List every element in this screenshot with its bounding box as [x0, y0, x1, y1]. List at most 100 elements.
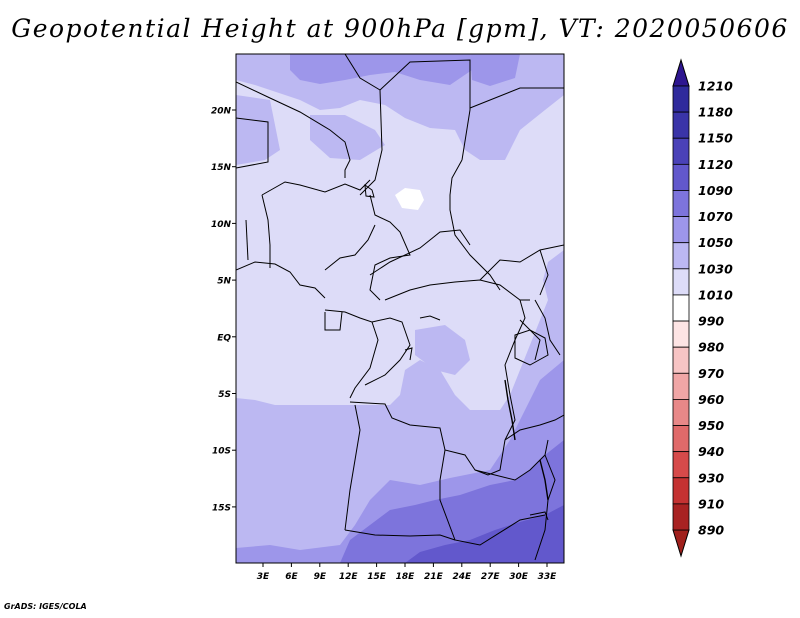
colorbar-swatch	[672, 137, 690, 165]
colorbar-swatch	[672, 451, 690, 479]
colorbar-label: 890	[698, 523, 724, 538]
software-credit: GrADS: IGES/COLA	[4, 602, 87, 611]
border-ss-east	[539, 249, 549, 296]
colorbar-swatch	[672, 477, 690, 505]
field-center-1030	[415, 325, 470, 375]
border-zambia-east	[474, 439, 549, 481]
lon-tick-label: 12E	[339, 572, 359, 582]
lon-tick-label: 18E	[396, 572, 416, 582]
colorbar-swatch	[672, 242, 690, 270]
colorbar-label: 930	[698, 470, 724, 485]
border-uganda	[519, 319, 541, 361]
colorbar-swatch	[672, 294, 690, 322]
border-angola-south	[344, 529, 456, 541]
colorbar-label: 1070	[698, 209, 733, 224]
lon-tick-label: 27E	[481, 572, 501, 582]
lat-tick-label: 5S	[218, 390, 231, 400]
colorbar-swatch	[672, 399, 690, 426]
colorbar-label: 1030	[698, 261, 733, 276]
border-lake-chad	[364, 183, 375, 198]
colorbar-label: 970	[698, 366, 724, 381]
colorbar-swatch	[672, 346, 690, 374]
lon-tick-label: 9E	[314, 572, 327, 582]
colorbar-swatch	[672, 163, 690, 191]
lat-tick-label: 10S	[212, 447, 231, 457]
lat-tick-label: 10N	[211, 220, 232, 230]
colorbar-label: 1180	[698, 105, 733, 120]
colorbar-label: 960	[698, 392, 724, 407]
border-misc-1	[419, 315, 441, 321]
colorbar-swatch	[672, 320, 690, 348]
border-togo	[245, 219, 249, 261]
border-gabon	[324, 309, 379, 399]
border-west-1	[236, 117, 269, 169]
colorbar-swatch	[672, 503, 690, 531]
border-tanzania	[504, 414, 564, 441]
lat-tick-label: 15S	[212, 503, 231, 513]
lat-tick-label: 15N	[211, 163, 232, 173]
colorbar-swatch	[672, 216, 690, 244]
height-field	[236, 54, 564, 563]
field-low-990	[395, 188, 424, 210]
border-car	[369, 229, 471, 276]
border-kenya	[534, 299, 561, 356]
field-north-1030b	[236, 95, 280, 165]
border-coast-west	[236, 261, 326, 299]
colorbar-label: 940	[698, 444, 724, 459]
colorbar-label: 1050	[698, 235, 733, 250]
lon-tick-label: 33E	[538, 572, 558, 582]
colorbar-label: 1090	[698, 183, 733, 198]
lat-tick-label: 5N	[217, 277, 231, 287]
field-ne-1050	[470, 54, 520, 86]
lon-tick-label: 3E	[257, 572, 270, 582]
border-chad	[369, 194, 411, 301]
colorbar-bottom-arrow	[672, 529, 690, 558]
colorbar-swatch	[672, 425, 690, 453]
border-drc-east	[504, 299, 526, 441]
colorbar-label: 1010	[698, 287, 733, 302]
border-zambia	[439, 449, 546, 546]
border-niger-nigeria	[261, 179, 371, 196]
border-gabon-inner	[324, 311, 343, 331]
colorbar-swatch	[672, 268, 690, 296]
colorbar-swatch	[672, 190, 690, 217]
lat-tick-label: 20N	[211, 107, 232, 117]
colorbar-label: 1210	[698, 79, 733, 94]
lat-axis: 20N 15N 10N 5N EQ 5S 10S 15S	[211, 107, 236, 513]
boundaries	[236, 54, 564, 561]
field-se-1090	[405, 505, 564, 563]
lon-tick-label: 6E	[285, 572, 298, 582]
border-zambia-lake	[529, 511, 549, 521]
chart-title: Geopotential Height at 900hPa [gpm], VT:…	[11, 14, 789, 43]
border-angola	[344, 404, 361, 531]
lon-tick-label: 21E	[424, 572, 444, 582]
border-sudan-ss	[479, 244, 564, 281]
colorbar: 1210 1180 1150 1120 1090 1070 1050 1030 1010 990 9…	[672, 58, 733, 558]
border-congo-drc	[364, 317, 411, 386]
colorbar-label: 990	[698, 314, 724, 329]
colorbar-label: 1120	[698, 157, 733, 172]
colorbar-swatch	[672, 111, 690, 139]
border-north-2	[344, 54, 383, 196]
lon-tick-label: 24E	[452, 572, 472, 582]
border-car-south	[384, 279, 530, 301]
colorbar-label: 910	[698, 496, 724, 511]
colorbar-label: 980	[698, 340, 724, 355]
lat-tick-label: EQ	[217, 333, 231, 343]
colorbar-label: 950	[698, 418, 724, 433]
border-misc-2	[404, 347, 413, 361]
map-frame	[235, 53, 565, 564]
lon-tick-label: 15E	[367, 572, 387, 582]
colorbar-label: 1150	[698, 131, 733, 146]
border-lake-tanganyika	[504, 379, 516, 441]
field-central-1030	[310, 115, 385, 160]
border-chad-sudan	[449, 159, 501, 291]
lon-axis: 3E 6E 9E 12E 15E 18E 21E 24E 27E 30E 33E	[257, 563, 557, 582]
lon-tick-label: 30E	[509, 572, 529, 582]
border-north-4	[469, 87, 564, 109]
border-nigeria-cameroon	[324, 224, 376, 271]
colorbar-top-arrow	[672, 58, 690, 87]
border-north-3	[379, 59, 471, 161]
border-north-1	[236, 81, 351, 178]
